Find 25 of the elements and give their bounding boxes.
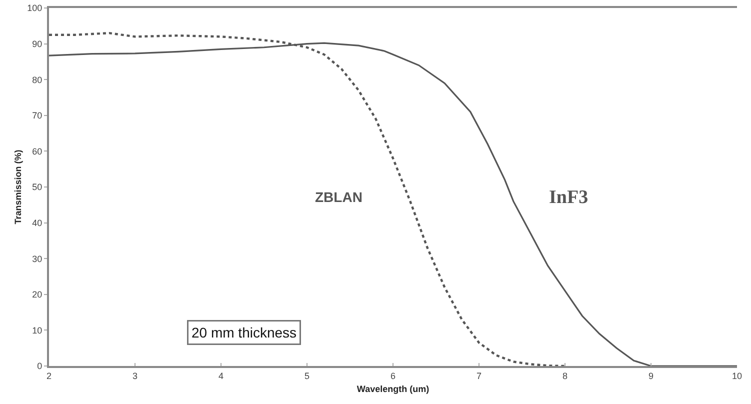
y-tick-label: 100 — [27, 3, 42, 14]
x-tick-label: 4 — [218, 370, 224, 381]
y-tick-label: 40 — [32, 218, 42, 228]
x-tick-label: 10 — [732, 370, 742, 381]
y-tick-label: 60 — [32, 146, 42, 156]
annotation: 20 mm thickness — [192, 324, 297, 340]
y-tick-label: 30 — [32, 254, 42, 264]
y-tick-label: 10 — [32, 325, 42, 336]
x-tick-label: 5 — [304, 370, 310, 381]
x-axis-title: Wavelength (um) — [356, 384, 430, 394]
y-tick-label: 0 — [37, 361, 42, 372]
x-tick-label: 6 — [390, 370, 396, 381]
x-tick-label: 7 — [476, 370, 482, 381]
y-tick-label: 50 — [32, 182, 42, 192]
y-tick-label: 20 — [32, 290, 42, 300]
x-tick-label: 8 — [562, 370, 568, 381]
x-tick-label: 3 — [132, 370, 138, 381]
y-tick-label: 80 — [32, 74, 42, 85]
x-tick-label: 9 — [648, 370, 654, 381]
x-tick-label: 2 — [46, 370, 52, 381]
y-axis-title: Transmission (%) — [13, 150, 24, 224]
text: ZBLAN — [315, 189, 362, 205]
series-label: InF3 — [549, 187, 588, 208]
y-tick-label: 70 — [32, 110, 42, 121]
y-tick-label: 90 — [32, 38, 42, 49]
